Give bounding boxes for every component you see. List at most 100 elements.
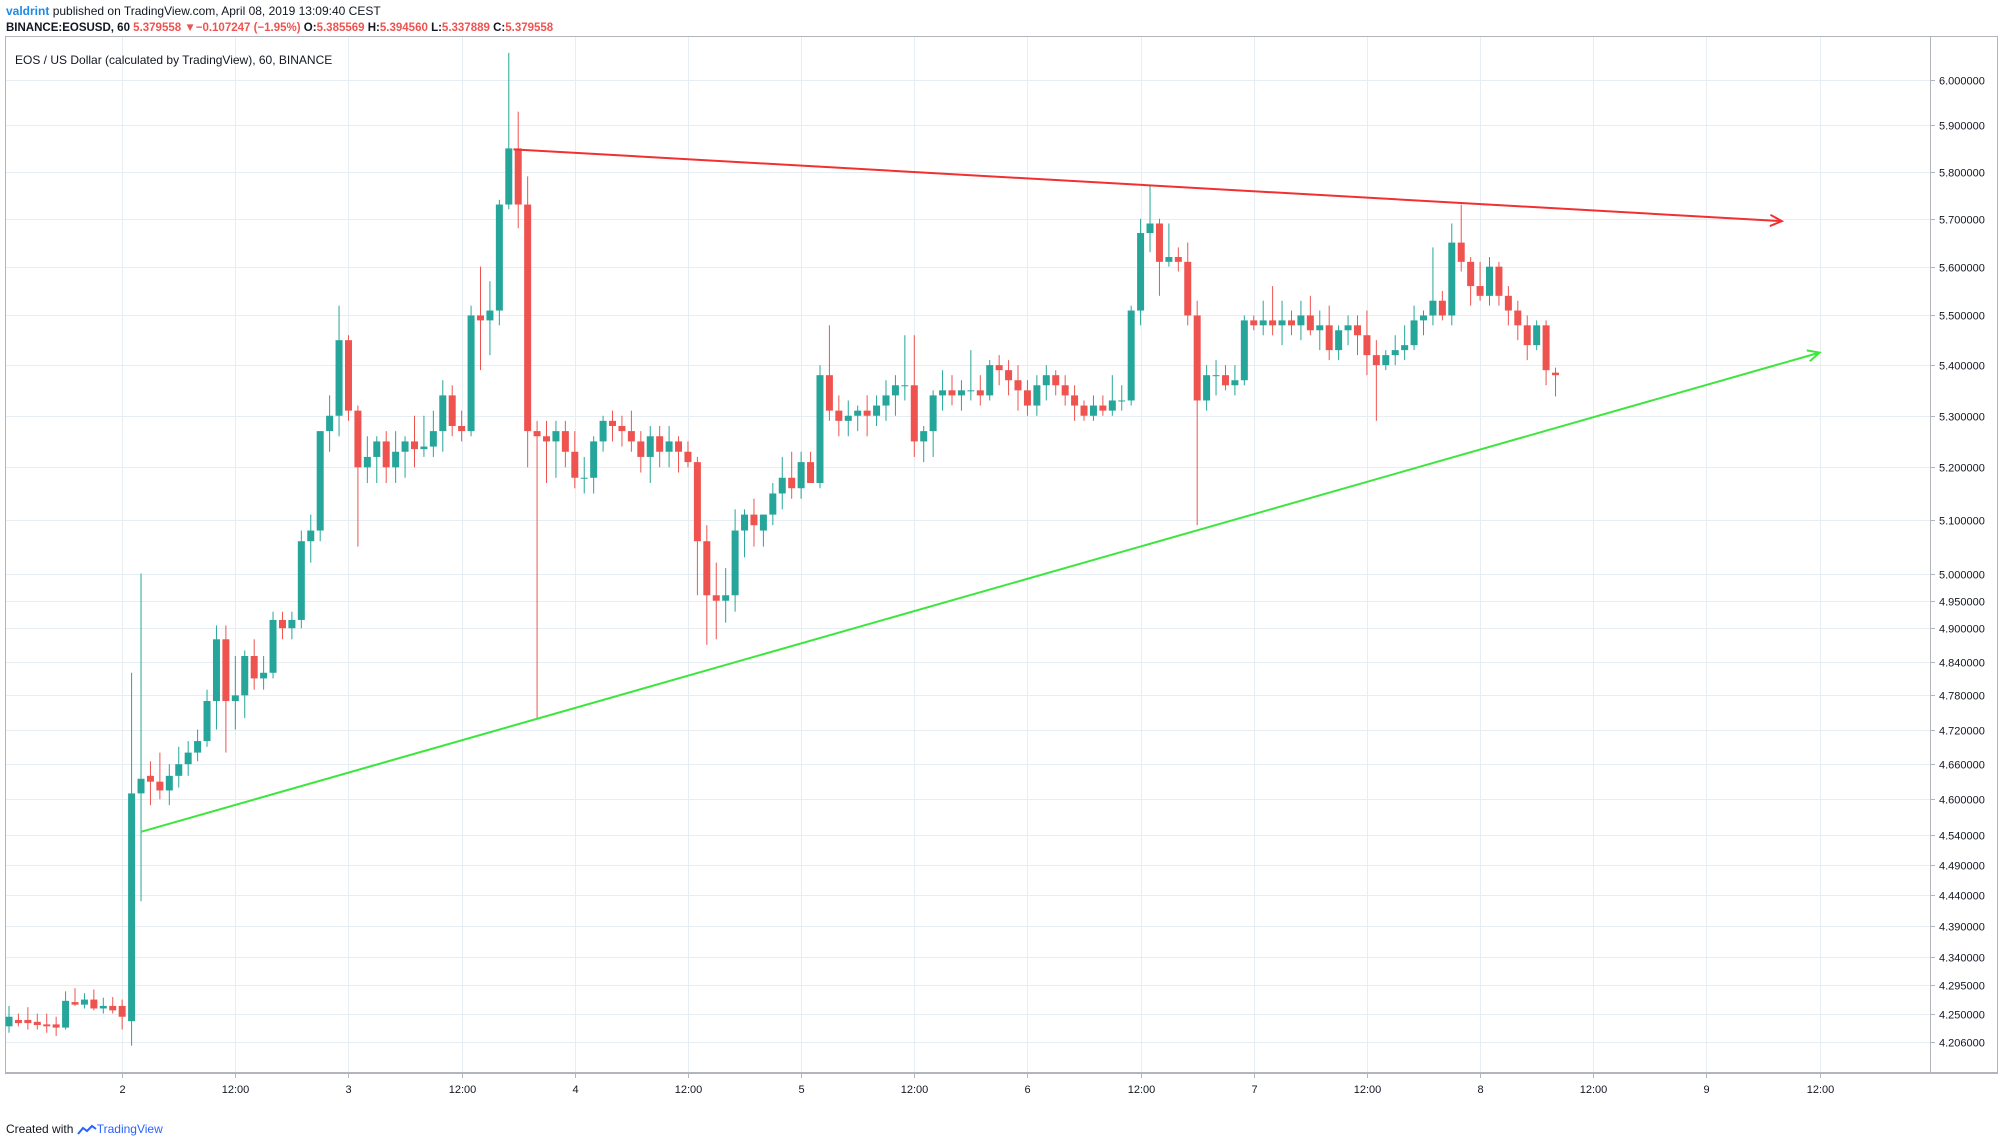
candle-body-up [599, 420, 607, 442]
close-label: C: [493, 22, 506, 34]
candle-body-up [288, 619, 296, 629]
candle-body-up [307, 530, 315, 542]
candle-body-down [1269, 320, 1277, 326]
candle-body-down [514, 148, 522, 205]
x-tick-label: 2 [119, 1084, 125, 1096]
candle-body-down [712, 595, 720, 601]
candle-body-up [778, 477, 786, 494]
candle-body-up [1486, 266, 1494, 296]
y-tick-label: 4.600000 [1939, 795, 1985, 807]
candle-body-up [363, 456, 371, 468]
published-text: published on TradingView.com, April 08, … [52, 4, 381, 18]
x-tick-label: 12:00 [901, 1084, 929, 1096]
x-tick-label: 3 [345, 1084, 351, 1096]
candle-body-down [1061, 385, 1069, 396]
y-tick-label: 4.206000 [1939, 1038, 1985, 1050]
y-tick-label: 4.340000 [1939, 953, 1985, 965]
candle-body-up [759, 514, 767, 531]
y-tick-label: 5.100000 [1939, 516, 1985, 528]
candle-body-up [1042, 375, 1050, 386]
candle-body-down [1287, 320, 1295, 326]
candle-body-up [137, 778, 145, 794]
candle-body-down [1363, 335, 1371, 356]
candle-body-up [1420, 315, 1427, 321]
candle-body-down [1071, 395, 1079, 406]
candle-body-up [401, 441, 409, 452]
candle-body-down [1080, 405, 1088, 416]
candle-body-up [769, 493, 777, 515]
y-tick-label: 5.300000 [1939, 412, 1985, 424]
candle-body-down [825, 375, 833, 411]
candle-body-down [561, 431, 569, 452]
candle-body-up [231, 695, 239, 702]
candle-body-down [118, 1005, 126, 1017]
candle-body-down [1457, 242, 1465, 262]
y-tick-label: 4.490000 [1939, 861, 1985, 873]
candle-body-down [1325, 325, 1333, 351]
candle-body-down [910, 385, 918, 442]
candle-body-up [260, 672, 268, 679]
price-axis[interactable]: 6.000000 5.900000 5.800000 5.700000 5.600000… [1930, 76, 1985, 1050]
candle-body-down [976, 390, 984, 396]
candle-body-up [429, 431, 437, 447]
x-tick-label: 9 [1703, 1084, 1709, 1096]
tradingview-link[interactable]: TradingView [96, 1122, 163, 1136]
x-tick-label: 12:00 [1807, 1084, 1835, 1096]
y-tick-label: 5.500000 [1939, 311, 1985, 323]
candle-body-down [24, 1019, 32, 1024]
candle-body-down [1514, 310, 1522, 326]
candle-body-up [1212, 375, 1220, 377]
candle-body-down [250, 655, 258, 679]
open-label: O: [303, 22, 317, 34]
candle-body-down [1438, 300, 1446, 316]
y-tick-label: 5.800000 [1939, 168, 1985, 180]
trendlines [140, 148, 1822, 833]
candle-body-down [1542, 325, 1550, 371]
candle-body-down [863, 410, 871, 416]
candle-body-up [175, 764, 183, 776]
resistance-arrowhead [1769, 213, 1785, 228]
y-tick-label: 6.000000 [1939, 76, 1985, 88]
y-tick-label: 5.600000 [1939, 263, 1985, 275]
chart-border [5, 36, 1998, 1073]
x-tick-label: 12:00 [1580, 1084, 1608, 1096]
candle-body-down [354, 410, 362, 468]
y-tick-label: 4.900000 [1939, 624, 1985, 636]
candle-body-down [410, 441, 418, 450]
candle-body-up [128, 793, 136, 1022]
candle-body-up [62, 1000, 70, 1028]
chart-area[interactable]: EOS / US Dollar (calculated by TradingVi… [5, 36, 1998, 1123]
candle-body-down [618, 425, 626, 432]
candle-body-up [1297, 315, 1305, 326]
candle-body-up [920, 431, 928, 442]
candle-body-down [43, 1024, 51, 1027]
candle-body-down [656, 436, 664, 452]
candle-body-down [1353, 325, 1361, 336]
candle-body-up [1137, 233, 1145, 311]
y-tick-label: 4.540000 [1939, 831, 1985, 843]
candle-body-down [1014, 380, 1022, 391]
tradingview-logo-icon [76, 1124, 97, 1135]
time-axis[interactable]: 2 12:00 3 12:00 4 12:00 5 12:00 6 12:00 7 12:00 8 12:… [119, 1073, 1834, 1096]
x-tick-label: 12:00 [1128, 1084, 1156, 1096]
candle-body-up [1240, 320, 1248, 381]
candle-body-up [194, 741, 202, 753]
candle-body-up [486, 310, 494, 321]
candle-body-down [382, 441, 390, 468]
author-link[interactable]: valdrint [6, 4, 50, 18]
candle-body-up [1033, 385, 1041, 406]
candle-body-up [939, 390, 947, 396]
candle-body-down [750, 514, 758, 526]
candle-body-down [609, 420, 617, 426]
candle-body-up [1533, 325, 1541, 346]
candle-body-down [703, 541, 711, 596]
footer: Created with TradingView [6, 1122, 163, 1136]
candle-body-up [722, 595, 730, 601]
candle-body-up [1410, 320, 1418, 346]
candle-body-up [1316, 325, 1324, 331]
candle-body-down [807, 462, 815, 483]
candle-body-up [731, 530, 739, 596]
publish-info: valdrint published on TradingView.com, A… [6, 4, 381, 18]
candlestick-chart[interactable]: EOS / US Dollar (calculated by TradingVi… [5, 36, 1998, 1118]
candle-body-up [1118, 400, 1126, 402]
